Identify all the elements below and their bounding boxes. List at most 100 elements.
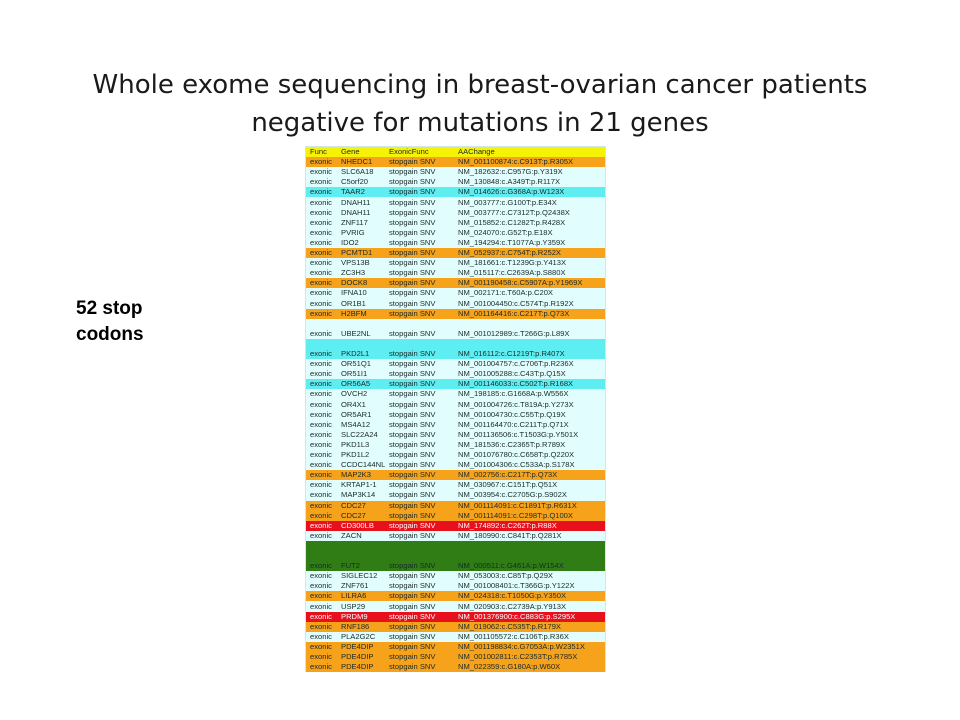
cell-func: exonic	[310, 641, 332, 651]
cell-func: exonic	[310, 177, 332, 187]
table-row	[306, 338, 605, 349]
cell-exonic-func: stopgain SNV	[389, 621, 436, 631]
cell-func: exonic	[310, 399, 332, 409]
cell-func: exonic	[310, 157, 332, 167]
cell-func: exonic	[310, 561, 332, 571]
cell-func: exonic	[310, 389, 332, 399]
table-row: exonic OR51I1 stopgain SNV NM_001005288:c.C…	[306, 369, 605, 379]
cell-func: exonic	[310, 530, 332, 540]
cell-exonic-func: stopgain SNV	[389, 470, 436, 480]
cell-func: exonic	[310, 288, 332, 298]
table-row: exonic MS4A12 stopgain SNV NM_001164470:c.C…	[306, 420, 605, 430]
cell-exonic-func: stopgain SNV	[389, 177, 436, 187]
cell-aa-change: NM_001190458:c.C5907A:p.Y1969X	[458, 278, 583, 288]
cell-exonic-func: stopgain SNV	[389, 308, 436, 318]
cell-gene: C5orf20	[341, 177, 369, 187]
cell-func: exonic	[310, 248, 332, 257]
table-row: exonic PKD1L3 stopgain SNV NM_181536:c.C236…	[306, 440, 605, 450]
cell-gene: PLA2G2C	[341, 631, 376, 641]
cell-func: exonic	[310, 217, 332, 227]
cell-gene: SLC6A18	[341, 167, 374, 177]
table-row: exonic CDC27 stopgain SNV NM_001114091:c.C1…	[306, 500, 605, 511]
table-row: exonic SLC22A24 stopgain SNV NM_001136506:c…	[306, 430, 605, 440]
cell-gene: ZNF761	[341, 581, 369, 591]
cell-gene: TAAR2	[341, 187, 365, 197]
cell-aa-change: NM_001376900:c.C883G:p.S295X	[458, 611, 576, 621]
cell-aa-change: NM_003777:c.C7312T:p.Q2438X	[458, 207, 570, 217]
cell-aa-change: NM_024070:c.G52T:p.E18X	[458, 227, 553, 237]
cell-aa-change: NM_181661:c.T1239G:p.Y413X	[458, 258, 567, 268]
cell-aa-change: NM_030967:c.C151T:p.Q51X	[458, 480, 558, 490]
table-row: exonic IFNA10 stopgain SNV NM_002171:c.T60A…	[306, 288, 605, 298]
cell-func: exonic	[310, 450, 332, 459]
slide-title: Whole exome sequencing in breast-ovarian…	[40, 66, 920, 142]
cell-exonic-func: stopgain SNV	[389, 288, 436, 298]
cell-aa-change: NM_174892:c.C262T:p.R88X	[458, 520, 557, 530]
cell-aa-change: NM_001012989:c.T266G:p.L89X	[458, 328, 570, 338]
cell-gene: OR4X1	[341, 399, 366, 409]
table-row: exonic UBE2NL stopgain SNV NM_001012989:c.T…	[306, 329, 605, 339]
cell-exonic-func: stopgain SNV	[389, 217, 436, 227]
cell-gene: ZNF117	[341, 217, 368, 227]
cell-aa-change: NM_001005288:c.C43T:p.Q15X	[458, 369, 566, 379]
cell-aa-change: NM_001004730:c.C55T:p.Q19X	[458, 409, 566, 419]
cell-gene: OR1B1	[341, 298, 366, 308]
cell-exonic-func: stopgain SNV	[389, 530, 436, 540]
table-row: exonic RNF186 stopgain SNV NM_019062:c.C535…	[306, 621, 605, 632]
table-row: exonic H2BFM stopgain SNV NM_001164416:c.C2…	[306, 308, 605, 319]
slide-title-line-2: negative for mutations in 21 genes	[251, 108, 709, 138]
cell-func: exonic	[310, 510, 332, 520]
cell-gene: DNAH11	[341, 197, 371, 207]
cell-aa-change: NM_001114091:c.C298T:p.Q100X	[458, 510, 573, 520]
table-row: exonic OR5AR1 stopgain SNV NM_001004730:c.C…	[306, 410, 605, 420]
cell-aa-change: NM_130848:c.A349T:p.R117X	[458, 177, 561, 187]
cell-exonic-func: stopgain SNV	[389, 520, 436, 530]
cell-func: exonic	[310, 187, 332, 197]
cell-aa-change: NM_001136506:c.T1503G:p.Y501X	[458, 429, 579, 439]
cell-func: exonic	[310, 419, 332, 429]
table-row: exonic PKD1L2 stopgain SNV NM_001076780:c.C…	[306, 450, 605, 460]
cell-exonic-func: stopgain SNV	[389, 611, 436, 621]
cell-exonic-func: stopgain SNV	[389, 500, 436, 510]
table-row: exonic PRDM9 stopgain SNV NM_001376900:c.C8…	[306, 611, 605, 622]
cell-gene: PKD1L3	[341, 439, 370, 449]
table-row: exonic SLC6A18 stopgain SNV NM_182632:c.C95…	[306, 167, 605, 177]
cell-exonic-func: stopgain SNV	[389, 298, 436, 308]
cell-gene: CDC27	[341, 500, 366, 510]
cell-exonic-func: stopgain SNV	[389, 641, 436, 651]
table-row: exonic C5orf20 stopgain SNV NM_130848:c.A34…	[306, 177, 605, 187]
cell-func: exonic	[310, 662, 332, 672]
cell-aa-change: NM_015852:c.C1282T:p.R428X	[458, 217, 566, 227]
cell-func: exonic	[310, 278, 332, 288]
cell-exonic-func: stopgain SNV	[389, 571, 436, 581]
table-row: exonic DOCK8 stopgain SNV NM_001190458:c.C5…	[306, 278, 605, 289]
table-row: exonic CD300LB stopgain SNV NM_174892:c.C26…	[306, 520, 605, 531]
cell-gene: DNAH11	[341, 207, 371, 217]
cell-aa-change: NM_002171:c.T60A:p.C20X	[458, 288, 553, 298]
cell-gene: PKD2L1	[341, 349, 370, 358]
table-row	[306, 319, 605, 329]
cell-gene: VPS13B	[341, 258, 370, 268]
cell-gene: PDE4DIP	[341, 652, 374, 661]
cell-func: exonic	[310, 429, 332, 439]
cell-func: exonic	[310, 500, 332, 510]
cell-aa-change: NM_000511:c.G461A:p.W154X	[458, 561, 564, 571]
cell-gene: MS4A12	[341, 419, 371, 429]
cell-exonic-func: stopgain SNV	[389, 652, 436, 661]
cell-aa-change: NM_001164416:c.C217T:p.Q73X	[458, 308, 570, 318]
cell-gene: ZACN	[341, 530, 362, 540]
cell-gene: PRDM9	[341, 611, 368, 621]
table-row: exonic TAAR2 stopgain SNV NM_014626:c.G368A…	[306, 187, 605, 198]
table-row: exonic PVRIG stopgain SNV NM_024070:c.G52T:…	[306, 228, 605, 238]
cell-exonic-func: stopgain SNV	[389, 248, 436, 257]
cell-gene: MAP2K3	[341, 470, 371, 480]
cell-aa-change: NM_001076780:c.C658T:p.Q220X	[458, 450, 575, 459]
cell-func: exonic	[310, 611, 332, 621]
cell-aa-change: NM_053003:c.C85T:p.Q29X	[458, 571, 553, 581]
cell-func: exonic	[310, 409, 332, 419]
table-row: exonic KRTAP1-1 stopgain SNV NM_030967:c.C1…	[306, 480, 605, 490]
cell-func: exonic	[310, 207, 332, 217]
cell-func: exonic	[310, 571, 332, 581]
cell-gene: KRTAP1-1	[341, 480, 377, 490]
cell-func: exonic	[310, 591, 332, 601]
